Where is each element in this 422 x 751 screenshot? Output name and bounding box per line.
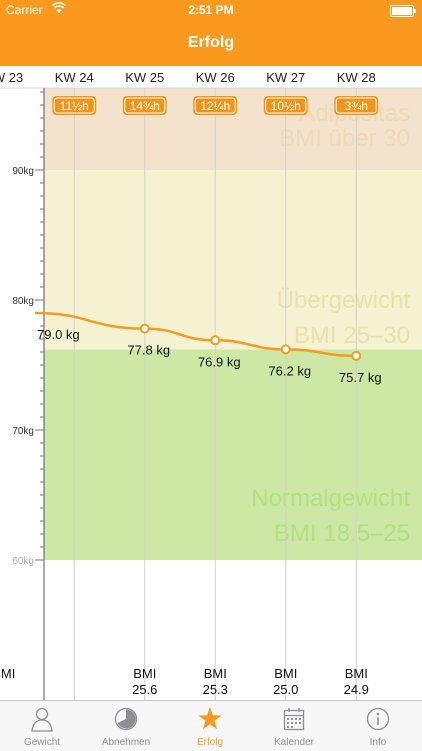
weight-data-label: 76.9 kg	[198, 354, 241, 369]
star-icon	[198, 706, 222, 732]
tab-label: Gewicht	[23, 737, 61, 748]
zone-label: Übergewicht	[277, 287, 411, 314]
carrier-label: Carrier	[6, 3, 43, 17]
bmi-row	[0, 661, 422, 700]
bmi-label: BMI	[133, 666, 156, 681]
weight-data-label: 77.8 kg	[127, 343, 170, 358]
tab-label: Info	[369, 737, 387, 748]
weight-data-point	[210, 335, 221, 346]
zone-label: Normalgewicht	[251, 485, 410, 512]
status-bar: Carrier 2:51 PM	[0, 0, 422, 20]
duration-badge	[263, 96, 308, 115]
tab-label: Kalender	[273, 737, 315, 748]
tab-info[interactable]: Info	[336, 701, 420, 751]
weight-data-label: 79.0 kg	[37, 327, 80, 342]
tab-abnehmen[interactable]: Abnehmen	[84, 701, 168, 751]
bmi-label: BMI	[345, 666, 368, 681]
zone-label: BMI 18.5–25	[274, 520, 410, 547]
week-label: KW 23	[0, 70, 23, 85]
duration-badge-border	[335, 97, 377, 114]
bmi-value: 25.0	[273, 682, 298, 697]
tab-bar: Gewicht Abnehmen Erfolg Kalender Info	[0, 700, 422, 751]
zone-label: BMI über 30	[279, 125, 410, 152]
progress-icon	[114, 706, 138, 732]
zone-band	[44, 170, 422, 350]
calendar-icon	[282, 706, 306, 732]
weight-data-point	[280, 344, 291, 355]
bmi-label: BMI	[274, 666, 297, 681]
week-header-row	[0, 66, 422, 88]
tab-label: Abnehmen	[101, 737, 151, 748]
weight-data-point	[351, 350, 362, 361]
bmi-value: 25.6	[132, 682, 157, 697]
info-icon	[366, 706, 390, 732]
zone-label: BMI 25–30	[294, 322, 410, 349]
bmi-value: 24.9	[344, 682, 369, 697]
person-icon	[30, 706, 54, 732]
week-label: KW 28	[337, 70, 376, 85]
week-label: KW 26	[196, 70, 235, 85]
duration-badge	[122, 96, 167, 115]
duration-badge-border	[124, 97, 166, 114]
duration-badge-label: 3¾h	[345, 99, 368, 113]
bmi-label: BMI	[204, 666, 227, 681]
week-label: KW 24	[55, 70, 94, 85]
tab-kalender[interactable]: Kalender	[252, 701, 336, 751]
tab-label: Erfolg	[196, 737, 224, 748]
y-tick-label: 80kg	[12, 296, 34, 307]
weight-data-label: 76.2 kg	[268, 363, 311, 378]
duration-badge	[52, 96, 97, 115]
duration-badge-label: 11½h	[60, 99, 89, 113]
status-time: 2:51 PM	[188, 3, 234, 17]
duration-badge-label: 12¼h	[200, 99, 230, 113]
weight-data-label: 75.7 kg	[339, 370, 382, 385]
battery-icon	[390, 5, 416, 17]
y-tick-label: 90kg	[12, 166, 34, 177]
y-tick-label: 70kg	[12, 426, 34, 437]
y-tick-label: 60kg	[12, 556, 34, 567]
week-label: KW 27	[266, 70, 305, 85]
tab-erfolg[interactable]: Erfolg	[168, 701, 252, 751]
wifi-icon	[51, 2, 67, 17]
duration-badge	[334, 96, 379, 115]
zone-band	[44, 349, 422, 560]
duration-badge-border	[194, 97, 236, 114]
page-title: Erfolg	[187, 34, 235, 51]
duration-badge	[193, 96, 238, 115]
duration-badge-label: 10½h	[271, 99, 301, 113]
nav-bar: Erfolg	[0, 20, 422, 66]
bmi-value: 25.3	[203, 682, 228, 697]
week-label: KW 25	[125, 70, 164, 85]
weight-data-point	[139, 323, 150, 334]
weight-series-line	[34, 311, 357, 358]
duration-badge-border	[53, 97, 95, 114]
tab-gewicht[interactable]: Gewicht	[0, 701, 84, 751]
bmi-label: BMI	[0, 666, 15, 681]
duration-badge-border	[265, 97, 307, 114]
duration-badge-label: 14¾h	[130, 99, 160, 113]
